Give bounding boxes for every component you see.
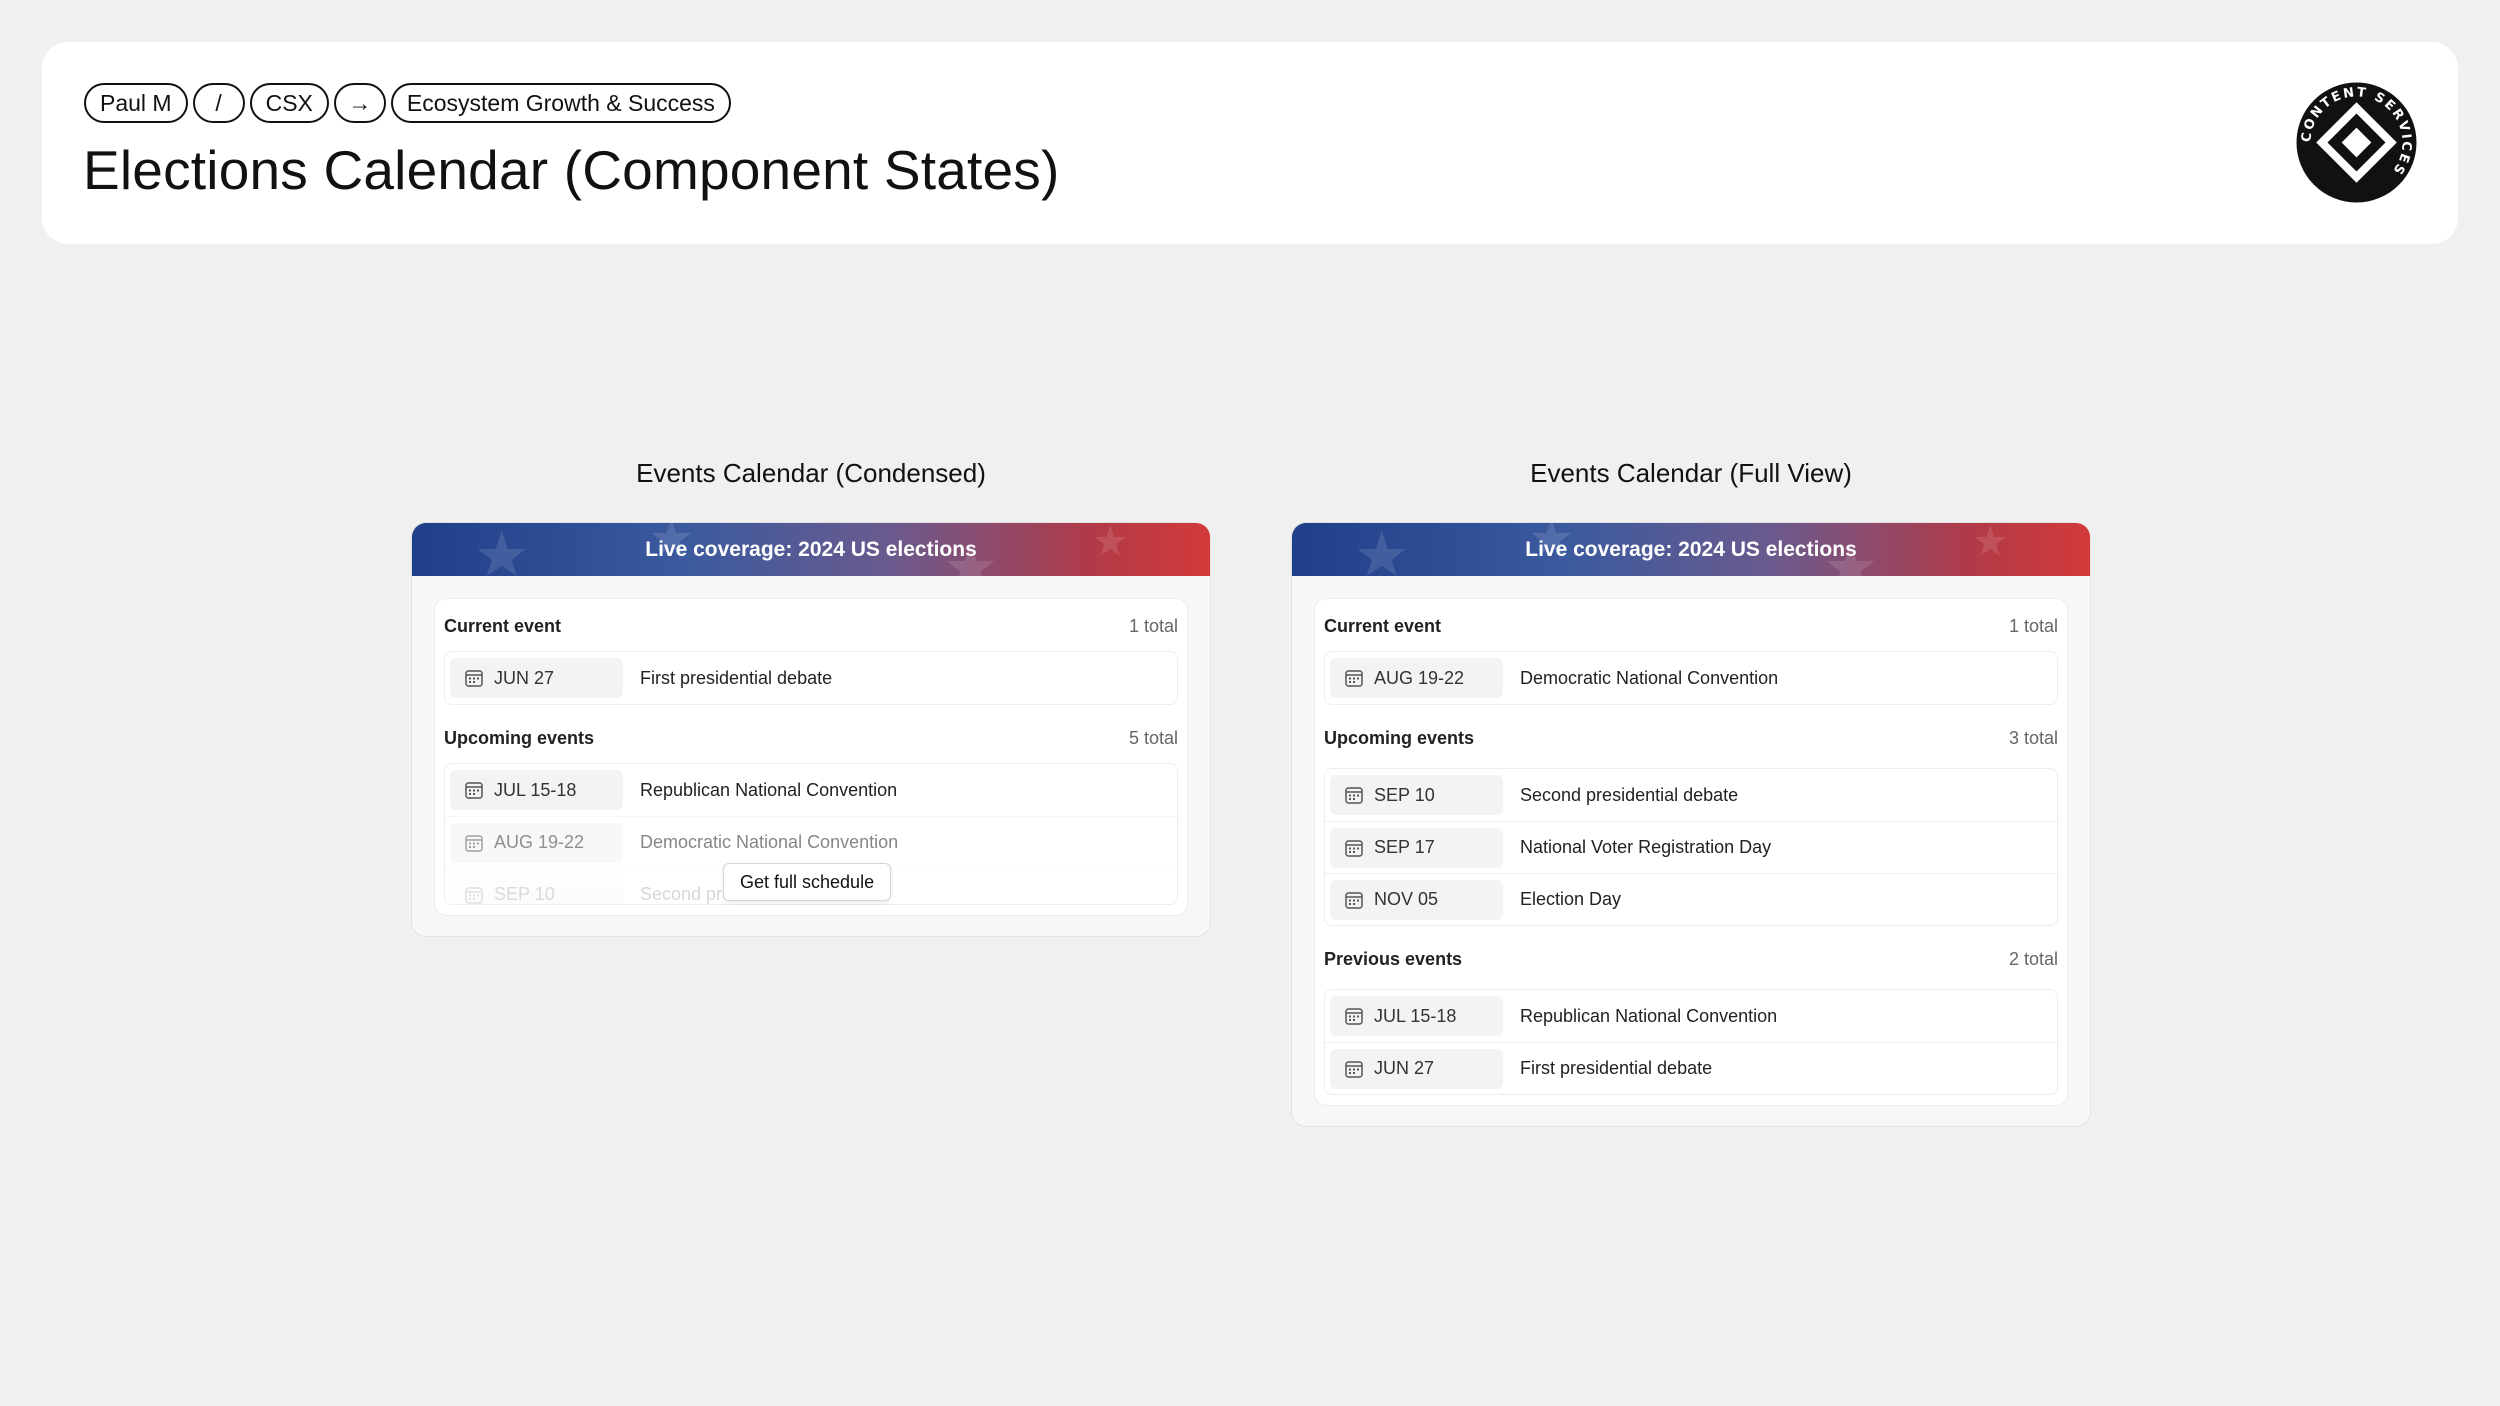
section-label: Upcoming events — [444, 727, 595, 748]
event-name: Election Day — [1520, 889, 1622, 909]
page-title: Elections Calendar (Component States) — [83, 139, 1060, 201]
event-date: JUN 27 — [1374, 1058, 1435, 1078]
event-date: AUG 19-22 — [494, 832, 585, 852]
calendar-icon — [1345, 1060, 1363, 1078]
live-coverage-banner[interactable]: Live coverage: 2024 US elections — [1292, 523, 2090, 576]
date-chip: JUN 27 — [1330, 1048, 1503, 1089]
calendar-icon — [465, 782, 483, 799]
event-date: NOV 05 — [1374, 889, 1439, 909]
events-calendar-condensed: Live coverage: 2024 US elections Current… — [411, 522, 1211, 937]
calendar-icon — [1345, 787, 1363, 804]
date-chip: JUN 27 — [450, 658, 623, 698]
date-chip: SEP 10 — [450, 874, 623, 904]
section-count: 1 total — [1128, 615, 1178, 636]
events-list: Current event 1 total AUG 19-22 Democrat… — [1314, 598, 2068, 1106]
event-name: Democratic National Convention — [640, 832, 899, 852]
event-name: First presidential debate — [640, 667, 833, 688]
event-row[interactable]: SEP 17 National Voter Registration Day — [1325, 821, 2057, 873]
breadcrumb-team[interactable]: CSX — [249, 83, 329, 123]
event-row[interactable]: JUL 15-18 Republican National Convention — [1325, 990, 2057, 1042]
event-name: Democratic National Convention — [1520, 667, 1779, 688]
current-event-group: JUN 27 First presidential debate — [444, 651, 1178, 705]
live-coverage-banner[interactable]: Live coverage: 2024 US elections — [412, 523, 1210, 576]
event-date: AUG 19-22 — [1374, 667, 1465, 688]
event-row[interactable]: JUL 15-18 Republican National Convention — [445, 764, 1177, 816]
event-row[interactable]: AUG 19-22 Democratic National Convention — [1325, 652, 2057, 704]
date-chip: SEP 10 — [1330, 775, 1503, 815]
calendar-icon — [465, 670, 483, 687]
page-header: Paul M / CSX → Ecosystem Growth & Succes… — [42, 42, 2458, 244]
event-row[interactable]: JUN 27 First presidential debate — [1325, 1042, 2057, 1094]
event-date: JUN 27 — [494, 667, 555, 688]
date-chip: AUG 19-22 — [1330, 658, 1503, 698]
stars-decoration-icon — [477, 523, 1127, 576]
breadcrumb-project[interactable]: Ecosystem Growth & Success — [390, 83, 731, 123]
date-chip: JUL 15-18 — [1330, 996, 1503, 1036]
event-date: SEP 17 — [1374, 837, 1435, 857]
events-calendar-full: Live coverage: 2024 US elections Current… — [1291, 522, 2091, 1127]
event-row[interactable]: AUG 19-22 Democratic National Convention — [445, 816, 1177, 868]
event-name: Republican National Convention — [640, 779, 898, 800]
current-event-header: Current event 1 total — [444, 599, 1178, 641]
section-count: 3 total — [2008, 727, 2058, 748]
breadcrumb: Paul M / CSX → Ecosystem Growth & Succes… — [84, 83, 731, 123]
content-services-logo: CONTENT SERVICES — [2296, 82, 2417, 203]
banner-title: Live coverage: 2024 US elections — [1525, 537, 1857, 561]
event-date: SEP 10 — [1374, 784, 1435, 805]
event-name: Republican National Convention — [1520, 1005, 1778, 1026]
breadcrumb-user[interactable]: Paul M — [84, 83, 188, 123]
section-label: Current event — [1324, 615, 1442, 636]
current-event-header: Current event 1 total — [1324, 599, 2058, 641]
calendar-icon — [1345, 839, 1363, 857]
calendar-icon — [465, 886, 483, 904]
event-name: First presidential debate — [1520, 1058, 1713, 1078]
calendar-icon — [1345, 670, 1363, 687]
event-row[interactable]: JUN 27 First presidential debate — [445, 652, 1177, 704]
upcoming-events-group: SEP 10 Second presidential debate SEP 17… — [1324, 768, 2058, 926]
section-label: Current event — [444, 615, 562, 636]
event-date: SEP 10 — [494, 884, 555, 904]
arrow-right-icon: → — [333, 83, 386, 123]
event-name: National Voter Registration Day — [1520, 837, 1772, 857]
banner-title: Live coverage: 2024 US elections — [645, 537, 977, 561]
current-event-group: AUG 19-22 Democratic National Convention — [1324, 651, 2058, 705]
section-label: Upcoming events — [1324, 727, 1475, 748]
section-count: 2 total — [2008, 948, 2058, 969]
full-panel-title: Events Calendar (Full View) — [1530, 458, 1852, 488]
upcoming-events-header: Upcoming events 3 total — [1324, 705, 2058, 753]
date-chip: JUL 15-18 — [450, 770, 623, 810]
breadcrumb-separator: / — [192, 83, 245, 123]
section-label: Previous events — [1324, 948, 1463, 969]
get-full-schedule-button[interactable]: Get full schedule — [723, 863, 892, 901]
section-count: 1 total — [2008, 615, 2058, 636]
stars-decoration-icon — [1357, 523, 2007, 576]
event-date: JUL 15-18 — [1374, 1005, 1457, 1026]
condensed-panel-title: Events Calendar (Condensed) — [636, 458, 986, 488]
previous-events-header: Previous events 2 total — [1324, 926, 2058, 974]
event-name: Second presidential debate — [1520, 784, 1739, 805]
calendar-icon — [1345, 891, 1363, 909]
calendar-icon — [465, 834, 483, 852]
upcoming-events-header: Upcoming events 5 total — [444, 705, 1178, 753]
date-chip: NOV 05 — [1330, 879, 1503, 920]
section-count: 5 total — [1128, 727, 1178, 748]
previous-events-group: JUL 15-18 Republican National Convention… — [1324, 989, 2058, 1095]
calendar-icon — [1345, 1008, 1363, 1025]
date-chip: AUG 19-22 — [450, 822, 623, 863]
event-row[interactable]: NOV 05 Election Day — [1325, 873, 2057, 925]
date-chip: SEP 17 — [1330, 827, 1503, 868]
event-row[interactable]: SEP 10 Second presidential debate — [1325, 769, 2057, 821]
event-date: JUL 15-18 — [494, 779, 577, 800]
